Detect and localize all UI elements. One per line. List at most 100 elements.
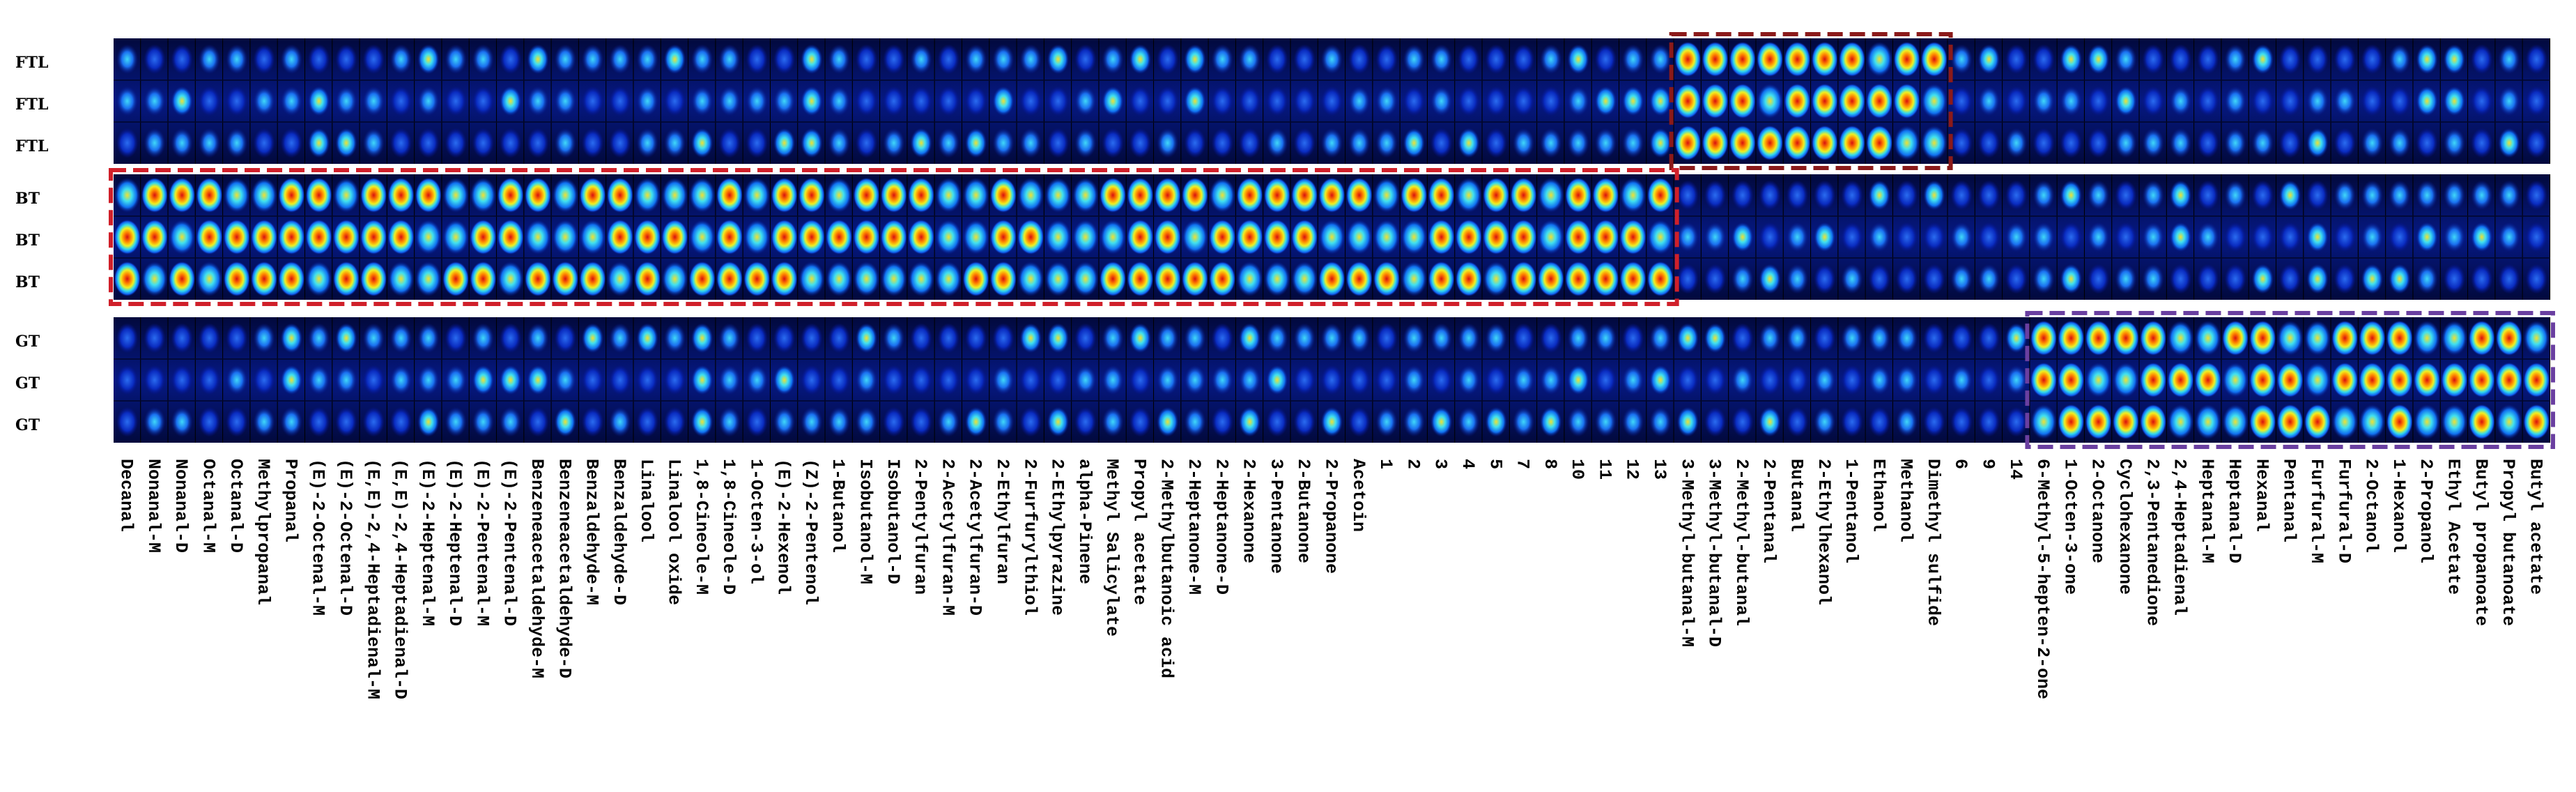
compound-label: 2-Ethylpyrazine	[1047, 459, 1067, 616]
compound-label: 2-Heptanone-D	[1211, 459, 1231, 595]
intensity-spot	[718, 128, 741, 158]
intensity-spot	[1019, 365, 1042, 395]
intensity-spot	[1811, 125, 1838, 161]
intensity-spot	[171, 365, 193, 395]
intensity-spot	[1950, 86, 1973, 116]
intensity-spot	[883, 406, 905, 437]
heatmap-cell	[168, 317, 196, 443]
intensity-spot	[2222, 362, 2249, 398]
intensity-spot	[2169, 264, 2192, 294]
intensity-spot	[2197, 128, 2219, 158]
intensity-spot	[1950, 44, 1973, 75]
intensity-spot	[2060, 86, 2083, 116]
heatmap-cell	[1072, 174, 1100, 300]
intensity-spot	[226, 128, 248, 158]
intensity-spot	[883, 86, 905, 116]
intensity-spot	[607, 219, 633, 255]
intensity-spot	[1786, 323, 1809, 353]
heatmap-cell	[305, 317, 333, 443]
heatmap-cell	[852, 174, 881, 300]
compound-label: 2-Ethylfuran	[992, 459, 1012, 584]
intensity-spot	[746, 365, 769, 395]
intensity-spot	[2441, 362, 2468, 398]
intensity-spot	[1348, 44, 1371, 75]
row-label: BT	[15, 273, 40, 291]
heatmap-cell	[1290, 174, 1318, 300]
intensity-spot	[990, 219, 1017, 255]
intensity-spot	[607, 177, 633, 213]
compound-label: 2-Acetylfuran-M	[937, 459, 957, 616]
intensity-spot	[579, 261, 606, 297]
intensity-spot	[992, 86, 1015, 116]
intensity-spot	[2304, 404, 2331, 440]
heatmap-cell	[168, 174, 196, 300]
intensity-spot	[883, 128, 905, 158]
intensity-spot	[1345, 219, 1373, 255]
intensity-spot	[853, 219, 880, 255]
compound-label: 1-Hexanol	[2389, 459, 2409, 553]
intensity-spot	[1868, 323, 1891, 353]
intensity-spot	[691, 323, 714, 353]
intensity-spot	[935, 261, 962, 297]
intensity-spot	[1127, 219, 1154, 255]
intensity-spot	[2386, 362, 2413, 398]
intensity-spot	[1430, 365, 1453, 395]
intensity-spot	[1072, 261, 1099, 297]
intensity-spot	[688, 177, 716, 213]
intensity-spot	[2416, 222, 2438, 252]
heatmap-cell	[2331, 317, 2359, 443]
intensity-spot	[1786, 365, 1809, 395]
heatmap-cell	[606, 174, 634, 300]
heatmap-cell	[2194, 317, 2222, 443]
intensity-spot	[609, 365, 631, 395]
intensity-spot	[1373, 261, 1400, 297]
intensity-spot	[2468, 320, 2495, 356]
compound-label: 2-Methylbutanoic acid	[1157, 459, 1177, 678]
intensity-spot	[2359, 404, 2386, 440]
intensity-spot	[390, 365, 412, 395]
intensity-spot	[1512, 86, 1535, 116]
heatmap-cell	[1072, 317, 1100, 443]
intensity-spot	[1184, 323, 1206, 353]
heatmap-cell	[2057, 317, 2085, 443]
intensity-spot	[2033, 180, 2055, 211]
intensity-spot	[2525, 180, 2548, 211]
intensity-spot	[1072, 219, 1099, 255]
intensity-spot	[2334, 180, 2357, 211]
intensity-spot	[387, 219, 415, 255]
intensity-spot	[1238, 86, 1261, 116]
intensity-spot	[1345, 177, 1373, 213]
intensity-spot	[1074, 323, 1097, 353]
heatmap-cell	[2276, 174, 2304, 300]
intensity-spot	[2389, 44, 2411, 75]
intensity-spot	[1811, 83, 1838, 119]
intensity-spot	[1676, 180, 1699, 211]
intensity-spot	[609, 323, 631, 353]
intensity-spot	[417, 365, 440, 395]
heatmap-cell	[387, 174, 415, 300]
intensity-spot	[1182, 177, 1208, 213]
heatmap-cell	[1729, 317, 1757, 443]
heatmap-cell	[1482, 317, 1510, 443]
intensity-spot	[1619, 177, 1646, 213]
intensity-spot	[2251, 222, 2274, 252]
intensity-spot	[1895, 264, 1918, 294]
intensity-spot	[417, 44, 440, 75]
intensity-spot	[1592, 219, 1619, 255]
heatmap-cell	[2221, 317, 2249, 443]
heatmap-cell	[1865, 174, 1894, 300]
heatmap-cell	[1920, 317, 1948, 443]
heatmap-cell	[1756, 174, 1784, 300]
intensity-spot	[1401, 261, 1428, 297]
compound-label: Ethyl Acetate	[2443, 459, 2463, 595]
intensity-spot	[554, 86, 577, 116]
intensity-spot	[2115, 264, 2137, 294]
intensity-spot	[2087, 86, 2110, 116]
heatmap-cell	[688, 174, 716, 300]
heatmap-cell	[2468, 174, 2496, 300]
intensity-spot	[2085, 362, 2112, 398]
intensity-spot	[253, 44, 275, 75]
heatmap-cell	[771, 317, 799, 443]
intensity-spot	[1348, 406, 1371, 437]
